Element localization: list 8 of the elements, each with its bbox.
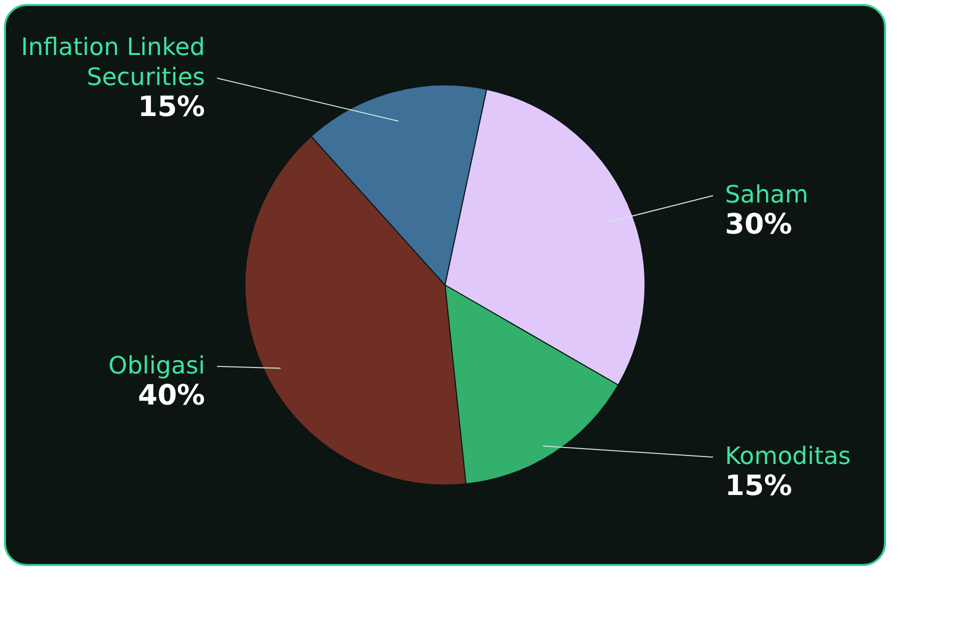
slice-label: Inflation Linked Securities <box>20 33 205 92</box>
slice-label: Obligasi <box>108 351 205 380</box>
data-label: 40% <box>138 378 205 412</box>
data-label: 15% <box>138 90 205 124</box>
data-label: 15% <box>725 469 792 502</box>
slice-label: Komoditas <box>725 442 851 470</box>
data-label: 30% <box>725 208 792 241</box>
slice-label: Saham <box>725 180 808 209</box>
